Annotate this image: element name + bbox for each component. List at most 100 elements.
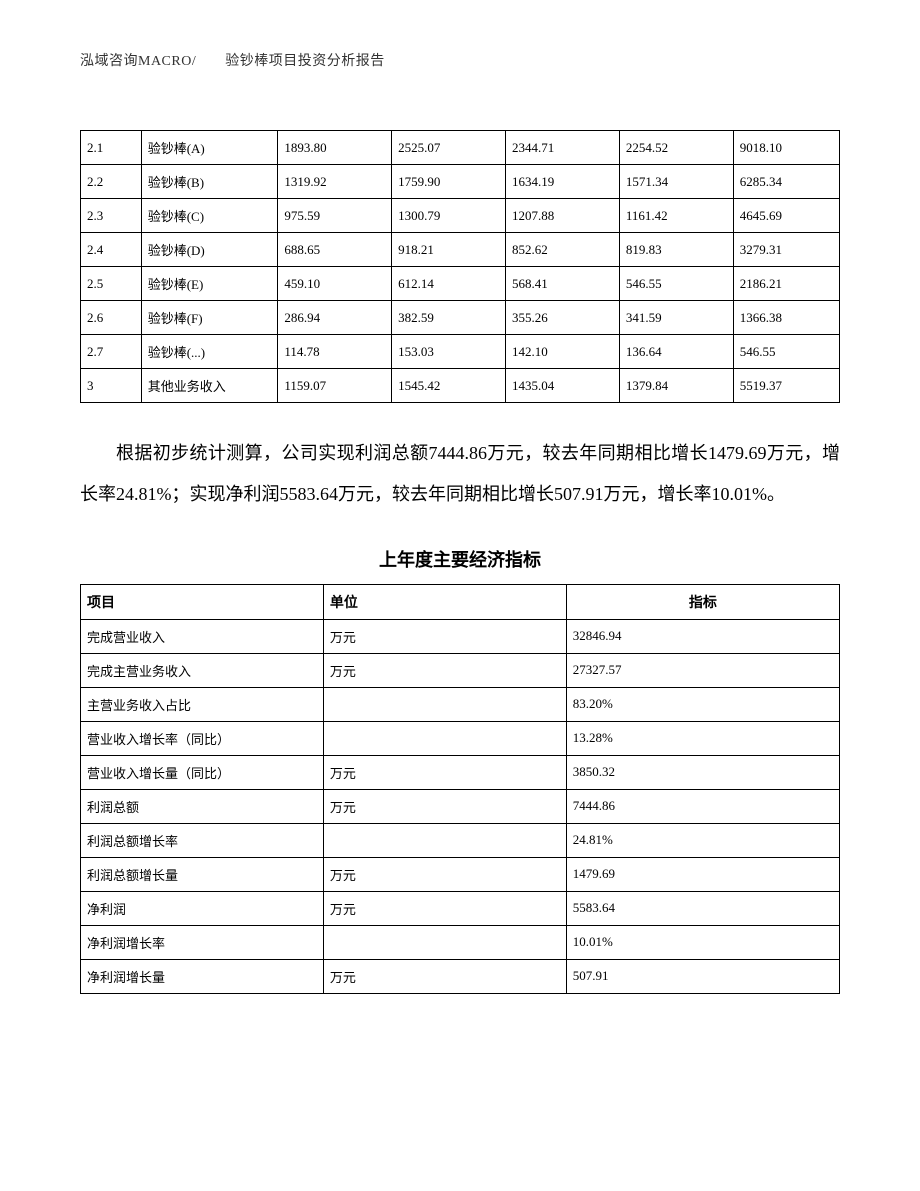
table-row: 2.1 验钞棒(A) 1893.80 2525.07 2344.71 2254.… — [81, 131, 840, 165]
cell-value: 819.83 — [619, 233, 733, 267]
cell-value: 1634.19 — [506, 165, 620, 199]
cell-value: 2344.71 — [506, 131, 620, 165]
cell-index: 2.5 — [81, 267, 142, 301]
cell-value: 546.55 — [733, 335, 839, 369]
cell-value: 1571.34 — [619, 165, 733, 199]
cell-value: 136.64 — [619, 335, 733, 369]
cell-unit: 万元 — [323, 857, 566, 891]
cell-value: 32846.94 — [566, 619, 839, 653]
cell-name: 验钞棒(E) — [141, 267, 278, 301]
cell-value: 852.62 — [506, 233, 620, 267]
cell-index: 2.7 — [81, 335, 142, 369]
cell-value: 1207.88 — [506, 199, 620, 233]
cell-value: 975.59 — [278, 199, 392, 233]
cell-value: 1319.92 — [278, 165, 392, 199]
table1-body: 2.1 验钞棒(A) 1893.80 2525.07 2344.71 2254.… — [81, 131, 840, 403]
cell-value: 3279.31 — [733, 233, 839, 267]
cell-index: 2.4 — [81, 233, 142, 267]
table-row: 完成营业收入 万元 32846.94 — [81, 619, 840, 653]
cell-item: 营业收入增长量（同比） — [81, 755, 324, 789]
economic-indicators-table: 项目 单位 指标 完成营业收入 万元 32846.94 完成主营业务收入 万元 … — [80, 584, 840, 994]
cell-value: 4645.69 — [733, 199, 839, 233]
cell-unit — [323, 721, 566, 755]
cell-value: 114.78 — [278, 335, 392, 369]
cell-value: 918.21 — [392, 233, 506, 267]
cell-value: 1159.07 — [278, 369, 392, 403]
table-row: 营业收入增长量（同比） 万元 3850.32 — [81, 755, 840, 789]
cell-value: 1893.80 — [278, 131, 392, 165]
cell-value: 568.41 — [506, 267, 620, 301]
table-row: 利润总额 万元 7444.86 — [81, 789, 840, 823]
cell-value: 6285.34 — [733, 165, 839, 199]
table-row: 净利润增长量 万元 507.91 — [81, 959, 840, 993]
table-row: 2.4 验钞棒(D) 688.65 918.21 852.62 819.83 3… — [81, 233, 840, 267]
cell-value: 688.65 — [278, 233, 392, 267]
cell-value: 3850.32 — [566, 755, 839, 789]
cell-value: 1366.38 — [733, 301, 839, 335]
table-row: 营业收入增长率（同比） 13.28% — [81, 721, 840, 755]
summary-paragraph: 根据初步统计测算，公司实现利润总额7444.86万元，较去年同期相比增长1479… — [80, 433, 840, 516]
cell-item: 净利润增长率 — [81, 925, 324, 959]
cell-item: 营业收入增长率（同比） — [81, 721, 324, 755]
col-header-indicator: 指标 — [566, 584, 839, 619]
revenue-breakdown-table: 2.1 验钞棒(A) 1893.80 2525.07 2344.71 2254.… — [80, 130, 840, 403]
cell-value: 13.28% — [566, 721, 839, 755]
cell-value: 1435.04 — [506, 369, 620, 403]
table-row: 净利润 万元 5583.64 — [81, 891, 840, 925]
cell-value: 1161.42 — [619, 199, 733, 233]
col-header-item: 项目 — [81, 584, 324, 619]
cell-value: 2254.52 — [619, 131, 733, 165]
table2-head: 项目 单位 指标 — [81, 584, 840, 619]
table-row: 完成主营业务收入 万元 27327.57 — [81, 653, 840, 687]
cell-unit — [323, 687, 566, 721]
cell-unit: 万元 — [323, 653, 566, 687]
cell-value: 1545.42 — [392, 369, 506, 403]
table-row: 2.5 验钞棒(E) 459.10 612.14 568.41 546.55 2… — [81, 267, 840, 301]
cell-index: 2.2 — [81, 165, 142, 199]
cell-unit — [323, 823, 566, 857]
cell-value: 355.26 — [506, 301, 620, 335]
cell-value: 546.55 — [619, 267, 733, 301]
cell-unit: 万元 — [323, 891, 566, 925]
cell-value: 7444.86 — [566, 789, 839, 823]
cell-unit: 万元 — [323, 959, 566, 993]
cell-value: 1759.90 — [392, 165, 506, 199]
cell-value: 286.94 — [278, 301, 392, 335]
cell-value: 153.03 — [392, 335, 506, 369]
table-row: 2.2 验钞棒(B) 1319.92 1759.90 1634.19 1571.… — [81, 165, 840, 199]
cell-value: 142.10 — [506, 335, 620, 369]
cell-name: 验钞棒(A) — [141, 131, 278, 165]
table-row: 利润总额增长率 24.81% — [81, 823, 840, 857]
cell-value: 10.01% — [566, 925, 839, 959]
cell-item: 利润总额 — [81, 789, 324, 823]
table2-body: 完成营业收入 万元 32846.94 完成主营业务收入 万元 27327.57 … — [81, 619, 840, 993]
cell-value: 1300.79 — [392, 199, 506, 233]
cell-value: 507.91 — [566, 959, 839, 993]
cell-value: 2525.07 — [392, 131, 506, 165]
cell-value: 1379.84 — [619, 369, 733, 403]
table-row: 3 其他业务收入 1159.07 1545.42 1435.04 1379.84… — [81, 369, 840, 403]
cell-item: 完成营业收入 — [81, 619, 324, 653]
cell-index: 2.6 — [81, 301, 142, 335]
page-container: 泓域咨询MACRO/ 验钞棒项目投资分析报告 2.1 验钞棒(A) 1893.8… — [0, 0, 920, 1054]
cell-index: 2.1 — [81, 131, 142, 165]
cell-name: 验钞棒(C) — [141, 199, 278, 233]
cell-value: 2186.21 — [733, 267, 839, 301]
cell-value: 83.20% — [566, 687, 839, 721]
cell-index: 2.3 — [81, 199, 142, 233]
cell-unit: 万元 — [323, 619, 566, 653]
cell-item: 净利润 — [81, 891, 324, 925]
cell-value: 27327.57 — [566, 653, 839, 687]
cell-value: 1479.69 — [566, 857, 839, 891]
cell-name: 验钞棒(...) — [141, 335, 278, 369]
table-row: 主营业务收入占比 83.20% — [81, 687, 840, 721]
col-header-unit: 单位 — [323, 584, 566, 619]
cell-value: 612.14 — [392, 267, 506, 301]
cell-value: 5583.64 — [566, 891, 839, 925]
cell-value: 382.59 — [392, 301, 506, 335]
cell-value: 9018.10 — [733, 131, 839, 165]
cell-value: 24.81% — [566, 823, 839, 857]
table-row: 2.7 验钞棒(...) 114.78 153.03 142.10 136.64… — [81, 335, 840, 369]
cell-unit: 万元 — [323, 789, 566, 823]
cell-value: 5519.37 — [733, 369, 839, 403]
